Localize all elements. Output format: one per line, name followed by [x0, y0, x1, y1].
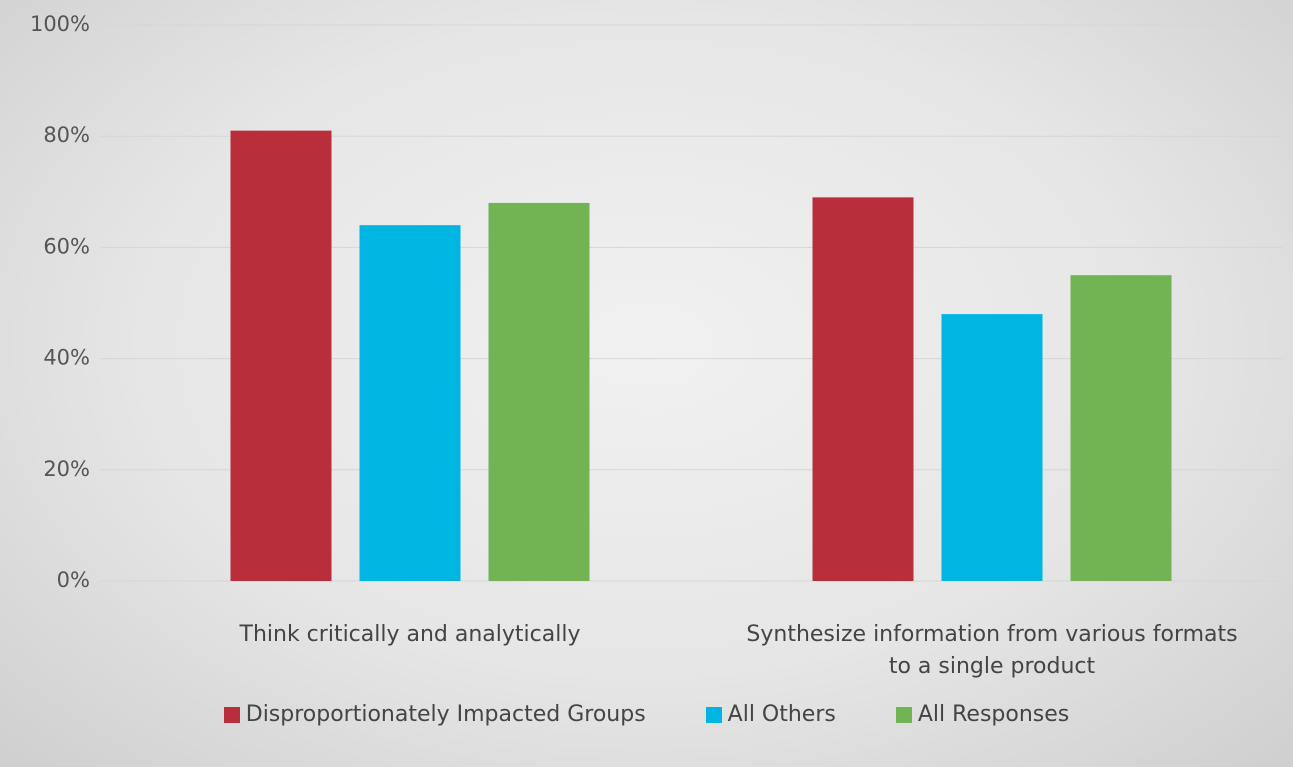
bar	[812, 197, 914, 582]
y-tick-label: 0%	[57, 568, 90, 592]
legend-swatch	[223, 706, 240, 723]
x-tick-label: Think critically and analytically	[239, 622, 581, 647]
bar	[488, 202, 590, 582]
y-tick-label: 40%	[43, 346, 90, 370]
legend-item: All Others	[705, 702, 836, 727]
x-tick-label: Synthesize information from various form…	[746, 622, 1238, 679]
legend-label: Disproportionately Impacted Groups	[245, 702, 646, 727]
bar	[941, 314, 1043, 581]
y-tick-label: 20%	[43, 457, 90, 481]
bar	[359, 225, 461, 581]
y-tick-label: 60%	[43, 234, 90, 258]
legend-item: Disproportionately Impacted Groups	[223, 702, 646, 727]
legend-label: All Others	[727, 702, 836, 727]
legend-item: All Responses	[895, 702, 1070, 727]
bar	[230, 130, 332, 581]
y-tick-label: 100%	[30, 12, 90, 36]
legend-swatch	[895, 706, 912, 723]
legend-swatch	[705, 706, 722, 723]
y-tick-label: 80%	[43, 123, 90, 147]
legend: Disproportionately Impacted Groups All Ot…	[0, 702, 1293, 727]
legend-label: All Responses	[917, 702, 1070, 727]
bar	[1070, 275, 1172, 581]
